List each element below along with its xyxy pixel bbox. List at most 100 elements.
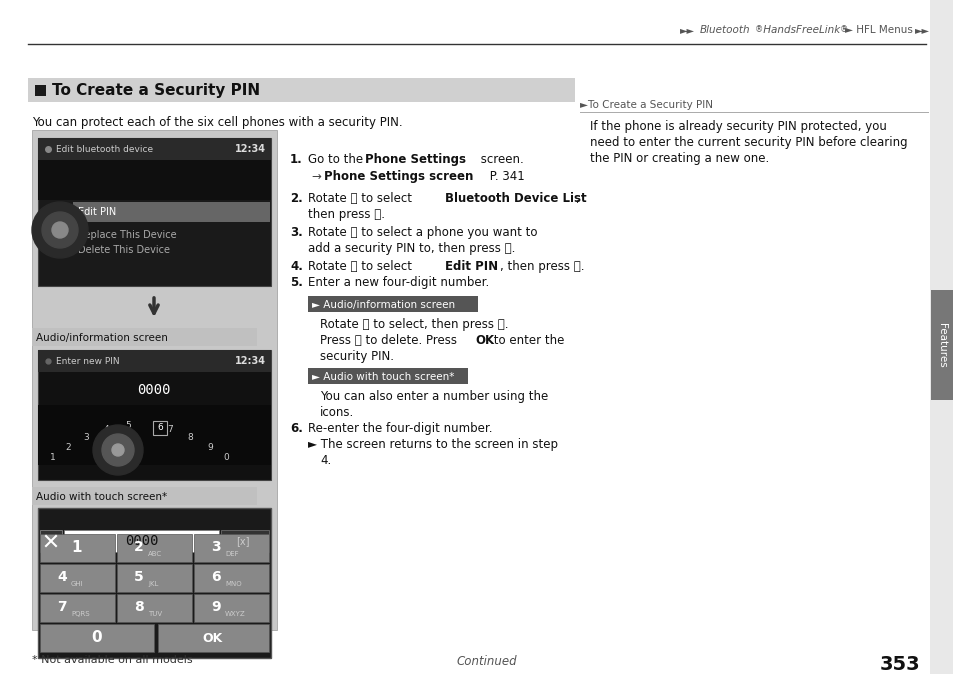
Bar <box>308 368 468 384</box>
Text: 1.: 1. <box>290 153 302 166</box>
Text: HandsFreeLink: HandsFreeLink <box>760 25 840 35</box>
Bar <box>193 564 269 592</box>
Bar <box>32 130 276 630</box>
Text: Re-enter the four-digit number.: Re-enter the four-digit number. <box>308 422 492 435</box>
Bar <box>38 138 271 286</box>
Text: Phone Settings screen: Phone Settings screen <box>324 170 473 183</box>
Text: Go to the: Go to the <box>308 153 367 166</box>
Bar <box>38 350 271 372</box>
Text: , then press Ⓢ.: , then press Ⓢ. <box>499 260 584 273</box>
Text: You can also enter a number using the: You can also enter a number using the <box>319 390 548 403</box>
Text: ®: ® <box>840 26 847 34</box>
Text: →: → <box>312 170 325 183</box>
Text: 4: 4 <box>103 425 109 435</box>
Circle shape <box>102 434 133 466</box>
Text: 0: 0 <box>91 630 102 646</box>
Text: icons.: icons. <box>319 406 354 419</box>
Text: 2.: 2. <box>290 192 302 205</box>
Text: Bluetooth: Bluetooth <box>700 25 750 35</box>
Text: 4.: 4. <box>319 454 331 467</box>
Text: Bluetooth Device List: Bluetooth Device List <box>444 192 586 205</box>
Text: 5.: 5. <box>290 276 302 289</box>
Text: 12:34: 12:34 <box>234 144 266 154</box>
Text: ABC: ABC <box>148 551 162 557</box>
Text: Phone Settings: Phone Settings <box>365 153 465 166</box>
Text: 2: 2 <box>65 443 71 452</box>
Text: 6: 6 <box>212 570 221 584</box>
Text: Edit bluetooth device: Edit bluetooth device <box>56 144 153 154</box>
Bar <box>32 487 256 505</box>
Text: Edit PIN: Edit PIN <box>78 207 116 217</box>
Text: 12:34: 12:34 <box>234 356 266 366</box>
Text: Rotate Ⓡ to select a phone you want to: Rotate Ⓡ to select a phone you want to <box>308 226 537 239</box>
Text: Rotate Ⓡ to select: Rotate Ⓡ to select <box>308 192 416 205</box>
Text: 0: 0 <box>223 454 229 462</box>
Bar <box>35 85 46 96</box>
Text: Rotate Ⓡ to select: Rotate Ⓡ to select <box>308 260 416 273</box>
Text: Replace This Device: Replace This Device <box>78 230 176 240</box>
Text: You can protect each of the six cell phones with a security PIN.: You can protect each of the six cell pho… <box>32 116 402 129</box>
Bar <box>40 594 115 622</box>
Text: TUV: TUV <box>148 611 162 617</box>
Text: 4: 4 <box>57 570 67 584</box>
Text: 9: 9 <box>207 443 213 452</box>
Text: 8: 8 <box>134 600 144 614</box>
Text: [x]: [x] <box>236 536 250 546</box>
Text: 5: 5 <box>134 570 144 584</box>
Bar <box>117 564 192 592</box>
Text: 3: 3 <box>212 540 221 554</box>
Text: 8: 8 <box>187 433 193 443</box>
Bar <box>117 534 192 562</box>
Text: Delete This Device: Delete This Device <box>78 245 170 255</box>
Bar <box>929 0 953 674</box>
Text: security PIN.: security PIN. <box>319 350 394 363</box>
Text: ®: ® <box>754 26 762 34</box>
Text: the PIN or creating a new one.: the PIN or creating a new one. <box>589 152 768 165</box>
Text: To Create a Security PIN: To Create a Security PIN <box>52 84 260 98</box>
Circle shape <box>52 222 68 238</box>
Bar <box>193 594 269 622</box>
Text: 5: 5 <box>125 421 131 431</box>
Bar <box>40 530 62 552</box>
Text: Enter new PIN: Enter new PIN <box>56 357 119 365</box>
Bar <box>38 138 271 160</box>
Bar <box>308 296 477 312</box>
Bar <box>38 508 271 658</box>
Text: 4.: 4. <box>290 260 302 273</box>
Circle shape <box>92 425 143 475</box>
Text: PQRS: PQRS <box>71 611 90 617</box>
Text: ► Audio with touch screen*: ► Audio with touch screen* <box>312 372 454 382</box>
Bar <box>221 530 269 552</box>
Bar <box>40 564 115 592</box>
Text: If the phone is already security PIN protected, you: If the phone is already security PIN pro… <box>589 120 886 133</box>
Bar <box>40 624 153 652</box>
Bar <box>38 350 271 480</box>
Text: Rotate Ⓡ to select, then press Ⓢ.: Rotate Ⓡ to select, then press Ⓢ. <box>319 318 508 331</box>
Text: ►To Create a Security PIN: ►To Create a Security PIN <box>579 100 712 110</box>
Text: ,: , <box>575 192 578 205</box>
Bar <box>930 290 952 400</box>
Text: 1: 1 <box>51 454 56 462</box>
Text: JKL: JKL <box>148 581 158 587</box>
Text: WXYZ: WXYZ <box>225 611 246 617</box>
Text: ►►: ►► <box>679 25 695 35</box>
Bar <box>73 202 270 222</box>
Text: 7: 7 <box>57 600 67 614</box>
Text: 6: 6 <box>157 423 163 433</box>
Text: 353: 353 <box>879 655 919 674</box>
Text: Features: Features <box>936 323 946 367</box>
Bar <box>117 594 192 622</box>
Text: 2: 2 <box>134 540 144 554</box>
Text: ► The screen returns to the screen in step: ► The screen returns to the screen in st… <box>308 438 558 451</box>
Circle shape <box>32 202 88 258</box>
Circle shape <box>42 212 78 248</box>
Text: 3: 3 <box>83 433 89 443</box>
Text: 0000: 0000 <box>137 383 171 397</box>
Bar <box>28 78 575 102</box>
Text: ►►: ►► <box>914 25 929 35</box>
Text: need to enter the current security PIN before clearing: need to enter the current security PIN b… <box>589 136 906 149</box>
Text: P. 341: P. 341 <box>485 170 524 183</box>
Text: add a security PIN to, then press Ⓢ.: add a security PIN to, then press Ⓢ. <box>308 242 515 255</box>
Text: Enter a new four-digit number.: Enter a new four-digit number. <box>308 276 489 289</box>
Text: Press Ⓧ to delete. Press: Press Ⓧ to delete. Press <box>319 334 460 347</box>
